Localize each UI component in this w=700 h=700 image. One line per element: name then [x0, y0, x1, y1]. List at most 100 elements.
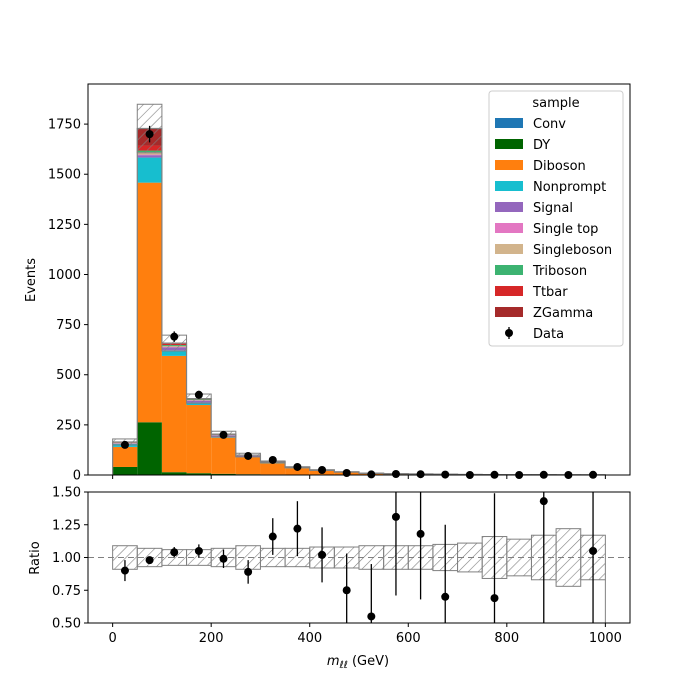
x-axis-title-unit: (GeV)	[348, 654, 389, 669]
data-point	[391, 469, 400, 478]
data-point	[194, 390, 203, 399]
series-diboson	[112, 182, 606, 475]
x-tick-label: 200	[199, 631, 224, 646]
legend-label: Diboson	[533, 159, 586, 174]
ratio-point	[367, 612, 376, 621]
x-tick-label: 0	[108, 631, 116, 646]
main-y-tick-label: 750	[56, 318, 81, 333]
ratio-point	[589, 546, 598, 555]
legend-swatch	[495, 244, 523, 254]
legend-entry-ttbar: Ttbar	[495, 285, 568, 300]
x-tick-label: 400	[297, 631, 322, 646]
legend-entry-nonprompt: Nonprompt	[495, 180, 606, 195]
legend-swatch	[495, 181, 523, 191]
data-point	[219, 430, 228, 439]
ratio-data-points	[120, 492, 598, 623]
ratio-point	[342, 586, 351, 595]
legend-label: Nonprompt	[533, 180, 606, 195]
data-point	[416, 470, 425, 479]
main-y-tick-label: 1500	[48, 168, 81, 183]
legend-swatch	[495, 265, 523, 275]
legend-label: ZGamma	[533, 306, 593, 321]
bar-segment	[137, 422, 162, 475]
data-point	[268, 455, 277, 464]
legend-entry-dy: DY	[495, 138, 550, 153]
ratio-y-tick-label: 1.00	[52, 551, 81, 566]
legend-swatch	[495, 307, 523, 317]
bar-segment	[137, 155, 162, 158]
main-panel: 0 250 500 750 1000 1250 1500 1750	[48, 83, 631, 484]
x-axis-title-subscript: ℓℓ	[340, 660, 348, 671]
bar-segment	[137, 157, 162, 183]
data-point	[293, 462, 302, 471]
bar-segment	[211, 473, 236, 475]
ratio-point	[416, 529, 425, 538]
bar-segment	[161, 355, 187, 473]
legend-entry-zgamma: ZGamma	[495, 306, 593, 321]
legend-label: Ttbar	[532, 285, 568, 300]
ratio-y-tick-label: 1.25	[52, 518, 81, 533]
ratio-y-tick-label: 0.75	[52, 584, 81, 599]
series-nonprompt	[112, 157, 532, 475]
main-axes-frame	[87, 83, 631, 476]
bar-segment	[260, 463, 286, 475]
bar-segment	[285, 468, 310, 475]
legend-label: Triboson	[532, 264, 587, 279]
legend-entry-diboson: Diboson	[495, 159, 586, 174]
ratio-point	[318, 550, 327, 559]
data-point	[120, 440, 129, 449]
legend-entry-triboson: Triboson	[495, 264, 587, 279]
bar-segment	[112, 446, 138, 467]
main-y-tick-label: 1000	[48, 268, 81, 283]
data-point	[145, 130, 154, 139]
legend-entry-singleboson: Singleboson	[495, 243, 612, 258]
data-point	[367, 470, 376, 479]
legend-entry-signal: Signal	[495, 201, 573, 216]
bar-segment	[137, 152, 162, 155]
bar-segment	[186, 405, 212, 474]
main-y-tick-label: 500	[56, 368, 81, 383]
ratio-y-axis-title: Ratio	[28, 541, 43, 574]
ratio-panel: 0.50 0.75 1.00 1.25 1.50 0 200 400 600 800 1000	[52, 486, 631, 646]
legend-swatch	[495, 286, 523, 296]
bar-segment	[161, 472, 187, 475]
ratio-point	[268, 532, 277, 541]
legend-swatch	[495, 118, 523, 128]
legend-entry-conv: Conv	[495, 117, 566, 132]
main-y-tick-label: 250	[56, 418, 81, 433]
legend-label: Conv	[533, 117, 566, 132]
bar-segment	[137, 154, 162, 156]
ratio-y-tick-label: 0.50	[52, 617, 81, 632]
main-y-tick-label: 1250	[48, 218, 81, 233]
data-point	[244, 451, 253, 460]
legend-label: Data	[533, 327, 564, 342]
data-point	[170, 332, 179, 341]
legend-swatch	[495, 160, 523, 170]
legend-label: Signal	[533, 201, 573, 216]
x-tick-label: 800	[494, 631, 519, 646]
legend-label: Single top	[533, 222, 598, 237]
ratio-y-tick-label: 1.50	[52, 486, 81, 501]
bar-segment	[211, 437, 236, 474]
main-y-tick-label: 1750	[48, 118, 81, 133]
main-y-axis-title: Events	[24, 258, 39, 302]
ratio-point	[441, 592, 450, 601]
legend: sample Conv DY Diboson Nonprompt Signal Singl…	[488, 90, 624, 347]
ratio-point	[539, 497, 548, 506]
bar-segment	[112, 466, 138, 475]
ratio-point	[219, 554, 228, 563]
data-point	[342, 468, 351, 477]
legend-entry-single-top: Single top	[495, 222, 598, 237]
bar-segment	[186, 473, 212, 475]
legend-label: DY	[533, 138, 550, 153]
ratio-point	[244, 567, 253, 576]
bar-segment	[235, 457, 261, 475]
ratio-point	[145, 556, 154, 565]
ratio-point	[490, 594, 499, 603]
legend-entries: Conv DY Diboson Nonprompt Signal Single top Si…	[495, 117, 612, 342]
ratio-point	[293, 524, 302, 533]
x-tick-label: 1000	[589, 631, 622, 646]
main-y-tick-label: 0	[73, 469, 81, 484]
bar-segment	[137, 182, 162, 423]
